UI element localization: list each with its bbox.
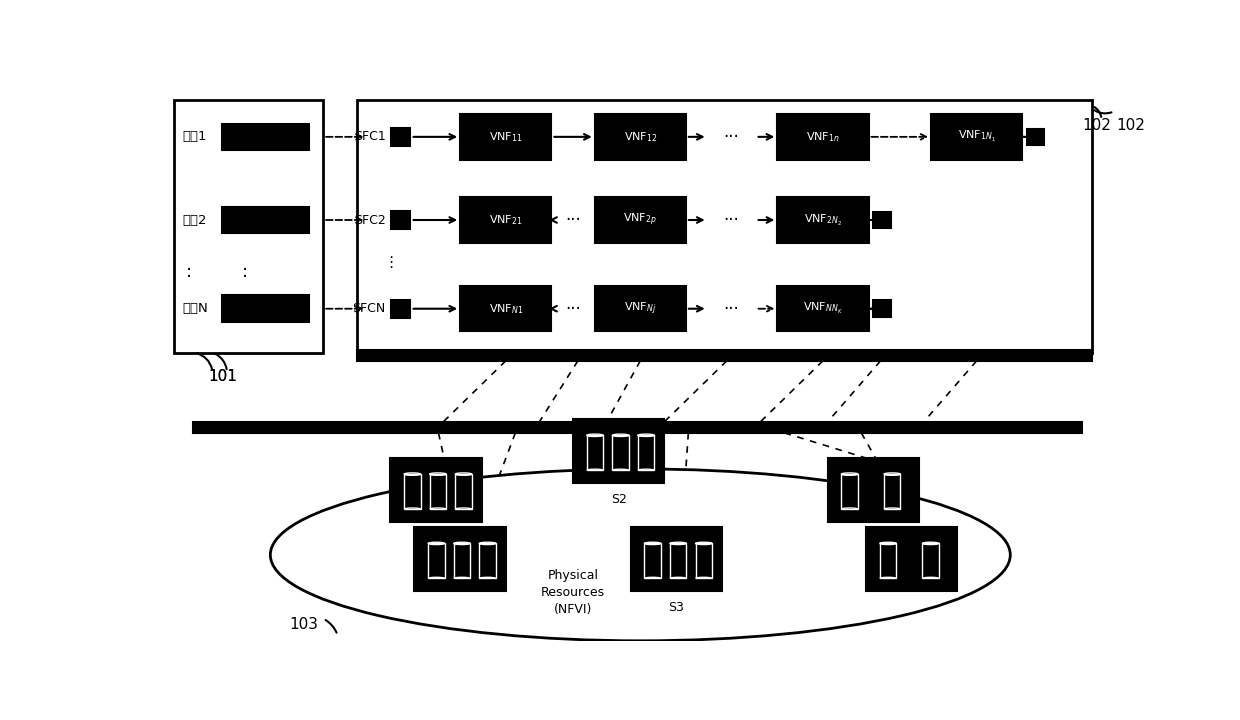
Bar — [460, 286, 552, 331]
Text: VNF$_{N1}$: VNF$_{N1}$ — [489, 302, 523, 315]
Bar — [1027, 129, 1044, 145]
Bar — [866, 527, 957, 591]
Text: ···: ··· — [724, 128, 739, 146]
Text: VNF$_{12}$: VNF$_{12}$ — [624, 130, 657, 144]
Text: ⋮: ⋮ — [383, 255, 398, 270]
Bar — [430, 474, 446, 509]
Bar — [631, 527, 722, 591]
Bar — [222, 207, 309, 233]
Bar — [873, 212, 890, 228]
Text: ···: ··· — [724, 300, 739, 318]
Text: :: : — [186, 263, 192, 281]
Bar — [645, 544, 661, 578]
Text: ···: ··· — [724, 211, 739, 229]
Bar — [595, 286, 686, 331]
Text: 101: 101 — [208, 369, 237, 384]
Bar — [392, 300, 409, 318]
Bar — [392, 128, 409, 145]
Text: VNF$_{NN_K}$: VNF$_{NN_K}$ — [804, 301, 843, 316]
Bar — [357, 350, 1092, 361]
Bar — [931, 114, 1022, 160]
Text: VNF$_{1N_1}$: VNF$_{1N_1}$ — [957, 130, 996, 145]
Text: Sm: Sm — [863, 531, 883, 544]
Text: :: : — [242, 263, 248, 281]
FancyArrowPatch shape — [216, 354, 227, 369]
Bar — [414, 527, 506, 591]
Bar — [595, 114, 686, 160]
Bar — [455, 474, 471, 509]
Text: 103: 103 — [289, 616, 319, 631]
Text: SFC2: SFC2 — [353, 214, 386, 227]
Text: Physical
Resources
(NFVI): Physical Resources (NFVI) — [541, 569, 605, 616]
Text: VNF$_{2p}$: VNF$_{2p}$ — [624, 212, 657, 228]
Bar — [454, 544, 470, 578]
Bar — [480, 544, 496, 578]
FancyArrowPatch shape — [196, 353, 212, 369]
Text: 102: 102 — [1083, 117, 1111, 132]
Bar — [222, 295, 309, 322]
Bar — [391, 458, 481, 521]
Text: SFC1: SFC1 — [353, 130, 386, 143]
Bar — [587, 436, 603, 470]
Bar — [392, 211, 409, 229]
Text: 用户2: 用户2 — [182, 214, 206, 227]
Bar — [460, 197, 552, 243]
Bar — [873, 300, 890, 317]
Bar — [428, 544, 445, 578]
Text: 101: 101 — [208, 369, 237, 384]
Text: S1: S1 — [428, 531, 444, 544]
Ellipse shape — [270, 469, 1011, 641]
Bar — [923, 544, 939, 578]
Text: VNF$_{11}$: VNF$_{11}$ — [489, 130, 522, 144]
Bar — [696, 544, 712, 578]
Bar — [777, 286, 868, 331]
Bar — [460, 114, 552, 160]
Bar — [670, 544, 687, 578]
FancyArrowPatch shape — [1095, 107, 1101, 117]
Bar — [613, 436, 629, 470]
Bar — [777, 197, 868, 243]
Bar — [828, 458, 919, 521]
FancyArrowPatch shape — [1094, 110, 1111, 114]
Bar — [880, 544, 897, 578]
Bar — [842, 474, 858, 509]
Text: 102: 102 — [1116, 117, 1145, 132]
Text: ···: ··· — [565, 300, 580, 318]
Bar — [174, 100, 324, 353]
Bar — [222, 124, 309, 150]
Text: ···: ··· — [565, 211, 580, 229]
Bar — [404, 474, 420, 509]
Bar — [573, 419, 665, 483]
Bar — [884, 474, 900, 509]
Text: VNF$_{21}$: VNF$_{21}$ — [489, 213, 522, 227]
Bar — [777, 114, 868, 160]
Text: S3: S3 — [668, 601, 684, 614]
Text: S2: S2 — [611, 492, 626, 505]
Text: VNF$_{2N_2}$: VNF$_{2N_2}$ — [804, 212, 842, 228]
Bar — [357, 100, 1092, 353]
Text: 用户N: 用户N — [182, 302, 207, 315]
Text: VNF$_{Nj}$: VNF$_{Nj}$ — [624, 300, 656, 317]
Text: SFCN: SFCN — [352, 302, 386, 315]
Bar — [637, 436, 655, 470]
Text: VNF$_{1n}$: VNF$_{1n}$ — [806, 130, 839, 144]
Bar — [595, 197, 686, 243]
FancyArrowPatch shape — [326, 620, 336, 633]
Bar — [193, 422, 1083, 433]
Text: 用户1: 用户1 — [182, 130, 206, 143]
